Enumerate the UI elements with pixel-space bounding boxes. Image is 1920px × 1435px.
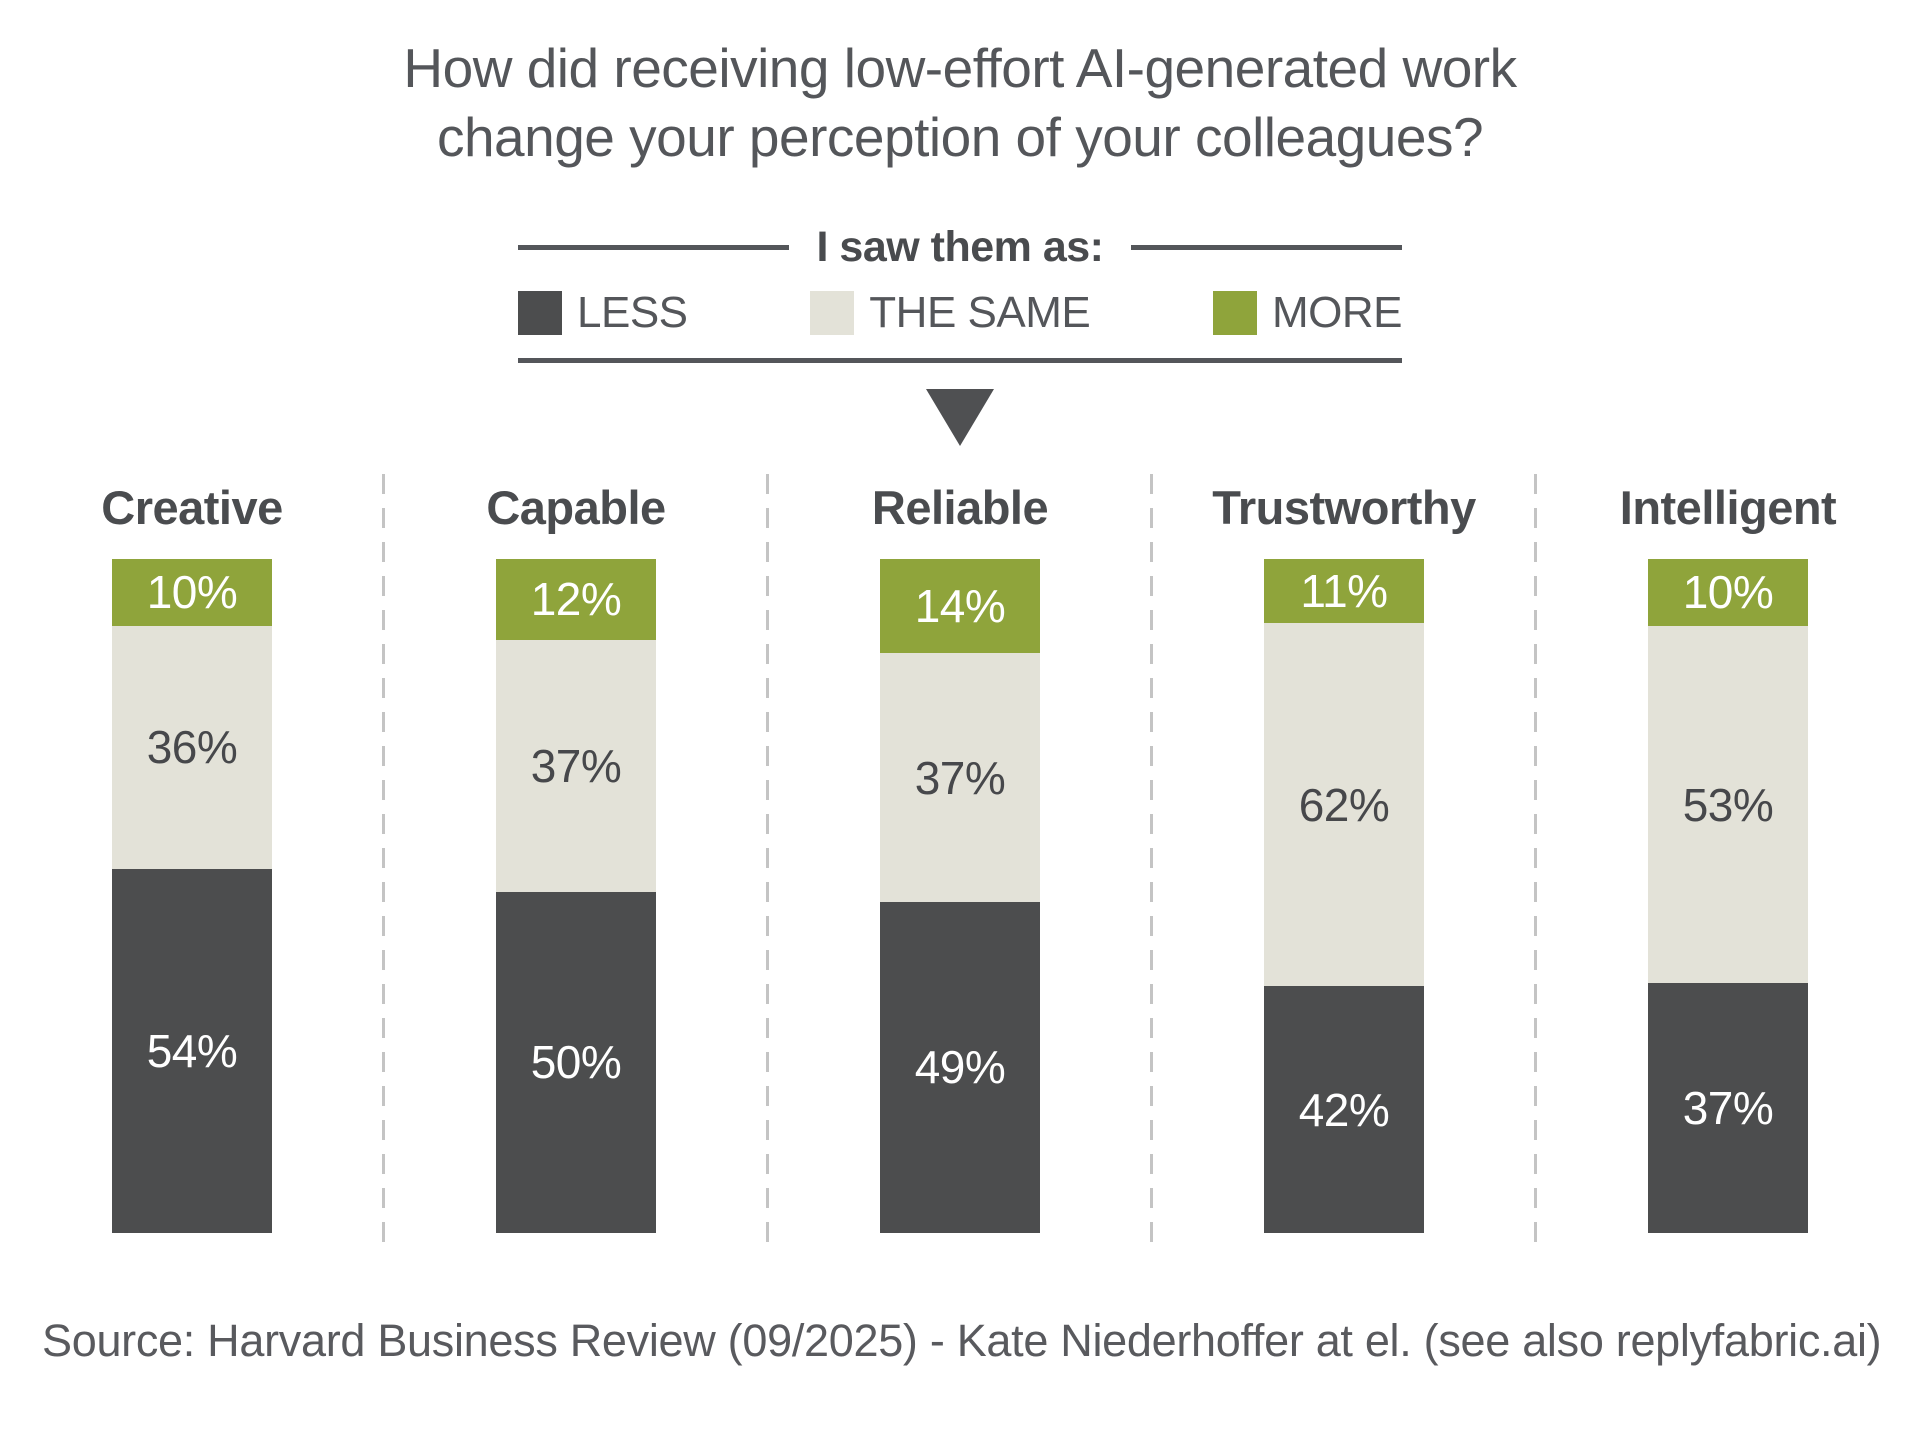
chart-column-trustworthy: Trustworthy 11% 62% 42%	[1152, 473, 1537, 1251]
chart-column-creative: Creative 10% 36% 54%	[0, 473, 385, 1251]
legend-rule-left	[518, 244, 789, 250]
legend-heading: I saw them as:	[816, 222, 1104, 271]
stacked-bar: 10% 36% 54%	[112, 558, 272, 1233]
chart-title: How did receiving low-effort AI-generate…	[0, 0, 1920, 173]
bar-segment-less: 49%	[880, 902, 1040, 1233]
bar-segment-less: 54%	[112, 868, 272, 1233]
bar-segment-more: 10%	[112, 558, 272, 626]
legend-swatch-the-same	[810, 290, 855, 335]
category-label: Trustworthy	[1212, 480, 1476, 534]
bar-segment-more: 12%	[496, 558, 656, 641]
legend-swatch-more	[1213, 290, 1257, 335]
bar-segment-less: 50%	[496, 892, 656, 1233]
chart-title-line1: How did receiving low-effort AI-generate…	[403, 37, 1517, 99]
chart-title-line2: change your perception of your colleague…	[436, 106, 1484, 169]
legend-label-the-same: THE SAME	[869, 287, 1091, 337]
stacked-bar: 10% 53% 37%	[1648, 558, 1808, 1233]
stacked-bar: 14% 37% 49%	[880, 558, 1040, 1233]
legend-item-the-same: THE SAME	[810, 287, 1091, 338]
legend-label-more: MORE	[1272, 287, 1403, 337]
legend: I saw them as: LESS THE SAME MORE	[518, 222, 1403, 363]
bar-segment-less: 42%	[1264, 986, 1424, 1233]
chart-column-reliable: Reliable 14% 37% 49%	[768, 473, 1153, 1251]
legend-heading-row: I saw them as:	[518, 222, 1403, 272]
legend-label-less: LESS	[577, 287, 688, 337]
chart-column-capable: Capable 12% 37% 50%	[384, 473, 769, 1251]
category-label: Reliable	[871, 480, 1049, 534]
bar-segment-more: 14%	[880, 558, 1040, 653]
category-label: Intelligent	[1619, 480, 1837, 534]
legend-items-row: LESS THE SAME MORE	[518, 287, 1403, 338]
chart-column-intelligent: Intelligent 10% 53% 37%	[1536, 480, 1920, 1251]
legend-rule-right	[1131, 244, 1403, 250]
bar-segment-more: 10%	[1648, 558, 1808, 626]
stacked-bar: 11% 62% 42%	[1264, 558, 1424, 1233]
bar-segment-the-same: 37%	[880, 652, 1040, 903]
source-attribution: Source: Harvard Business Review (09/2025…	[42, 1314, 1882, 1366]
bar-segment-more: 11%	[1264, 558, 1424, 624]
bar-segment-less: 37%	[1648, 983, 1808, 1233]
category-label: Capable	[486, 480, 666, 534]
stacked-bar-chart: Creative 10% 36% 54% Capable 12% 37% 50% Reliabl…	[0, 473, 1920, 1251]
bar-segment-the-same: 37%	[496, 640, 656, 893]
bar-segment-the-same: 53%	[1648, 625, 1808, 984]
down-triangle-icon	[926, 388, 994, 446]
bar-segment-the-same: 36%	[112, 625, 272, 869]
category-label: Creative	[101, 480, 283, 534]
legend-item-more: MORE	[1213, 287, 1403, 338]
legend-rule-bottom	[518, 357, 1402, 363]
stacked-bar: 12% 37% 50%	[496, 558, 656, 1233]
legend-item-less: LESS	[518, 288, 688, 338]
bar-segment-the-same: 62%	[1264, 623, 1424, 987]
legend-swatch-less	[518, 290, 562, 335]
